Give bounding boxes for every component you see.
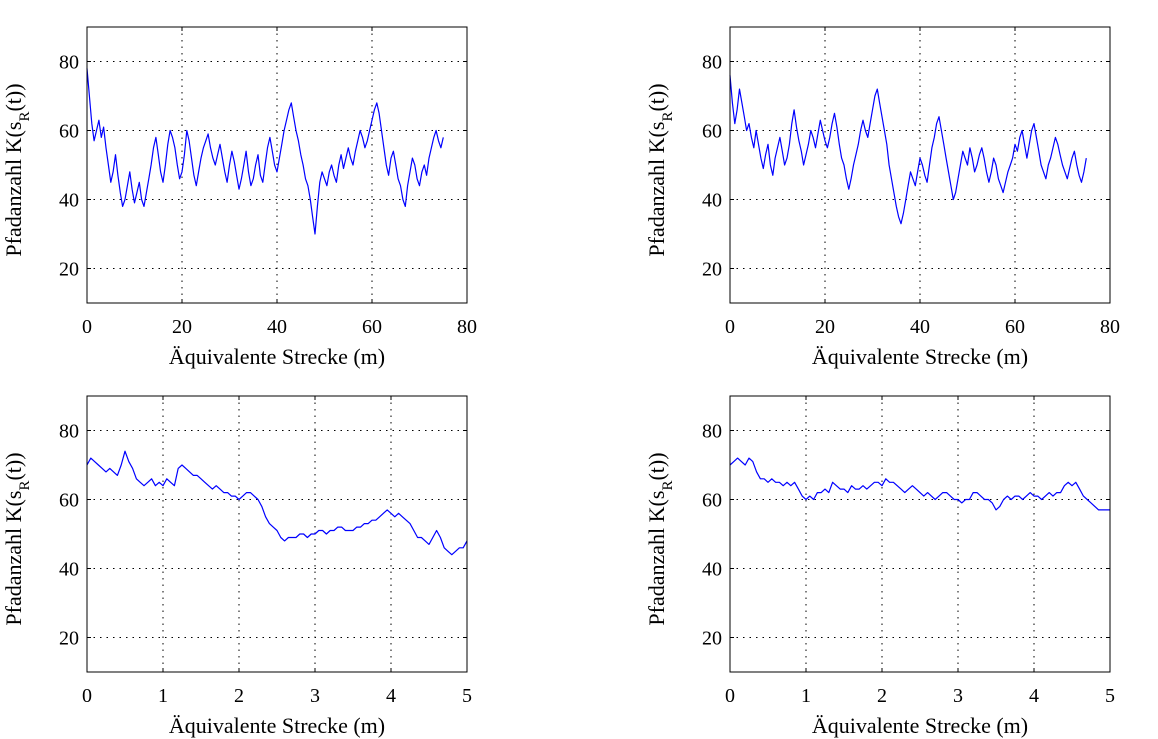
y-tick-label: 20	[59, 259, 79, 281]
data-line	[86, 68, 444, 235]
x-tick-label: 4	[1029, 685, 1039, 707]
y-axis-label-subscript: R	[17, 481, 33, 491]
x-tick-label: 80	[1100, 316, 1120, 338]
y-axis-label-subscript: R	[17, 112, 33, 122]
y-tick-label: 40	[59, 559, 79, 581]
y-tick-label: 20	[702, 259, 722, 281]
y-tick-label: 40	[59, 190, 79, 212]
y-tick-label: 60	[59, 490, 79, 512]
x-tick-label: 3	[953, 685, 963, 707]
y-axis-label: Pfadanzahl K(sR(t))	[644, 83, 676, 256]
y-axis-label-main: Pfadanzahl K(s	[1, 122, 26, 257]
chart-panel-top-left: 0 20 40 60 80 20 40 60 80 Äquivalente Strecke (m)…	[1, 26, 477, 369]
y-tick-label: 60	[702, 121, 722, 143]
x-tick-label: 2	[877, 685, 887, 707]
x-tick-label: 20	[172, 316, 192, 338]
y-axis-label-end: (t))	[644, 452, 669, 480]
chart-panel-top-right: 0 20 40 60 80 20 40 60 80 Äquivalente Strecke (m)…	[644, 26, 1120, 369]
y-axis-label: Pfadanzahl K(sR(t))	[1, 452, 33, 625]
x-tick-label: 60	[1005, 316, 1025, 338]
x-axis-label: Äquivalente Strecke (m)	[812, 344, 1028, 369]
y-axis-label-main: Pfadanzahl K(s	[644, 491, 669, 626]
x-tick-label: 5	[462, 685, 472, 707]
y-tick-label: 40	[702, 190, 722, 212]
y-axis-label-main: Pfadanzahl K(s	[644, 122, 669, 257]
x-tick-label: 40	[267, 316, 287, 338]
y-axis-label-end: (t))	[644, 83, 669, 111]
y-axis-label-end: (t))	[1, 452, 26, 480]
y-axis-label-subscript: R	[660, 481, 676, 491]
chart-panel-bottom-left: 0 1 2 3 4 5 20 40 60 80 Äquivalente Strecke (m) Pfa…	[1, 395, 472, 738]
y-axis-label: Pfadanzahl K(sR(t))	[644, 452, 676, 625]
y-tick-label: 60	[702, 490, 722, 512]
x-tick-label: 2	[234, 685, 244, 707]
x-tick-label: 0	[725, 316, 735, 338]
axes-box	[86, 395, 468, 673]
chart-panel-bottom-right: 0 1 2 3 4 5 20 40 60 80 Äquivalente Strecke (m) Pfa…	[644, 395, 1115, 738]
x-tick-label: 0	[725, 685, 735, 707]
x-tick-label: 4	[386, 685, 396, 707]
x-tick-label: 5	[1105, 685, 1115, 707]
y-tick-label: 40	[702, 559, 722, 581]
x-tick-label: 40	[910, 316, 930, 338]
data-line	[86, 450, 468, 556]
y-tick-label: 80	[702, 52, 722, 74]
y-tick-label: 80	[59, 421, 79, 443]
y-tick-label: 80	[59, 52, 79, 74]
x-tick-label: 80	[457, 316, 477, 338]
x-tick-label: 1	[158, 685, 168, 707]
x-tick-label: 3	[310, 685, 320, 707]
y-tick-label: 20	[702, 628, 722, 650]
y-tick-label: 80	[702, 421, 722, 443]
x-tick-label: 0	[82, 316, 92, 338]
x-axis-label: Äquivalente Strecke (m)	[169, 344, 385, 369]
y-axis-label-main: Pfadanzahl K(s	[1, 491, 26, 626]
x-axis-label: Äquivalente Strecke (m)	[169, 713, 385, 738]
y-axis-label-subscript: R	[660, 112, 676, 122]
y-axis-label-end: (t))	[1, 83, 26, 111]
data-line	[729, 75, 1087, 225]
x-axis-label: Äquivalente Strecke (m)	[812, 713, 1028, 738]
x-tick-label: 1	[801, 685, 811, 707]
x-tick-label: 20	[815, 316, 835, 338]
y-tick-label: 60	[59, 121, 79, 143]
x-tick-label: 0	[82, 685, 92, 707]
data-line	[729, 457, 1110, 511]
axes-box	[729, 395, 1111, 673]
y-axis-label: Pfadanzahl K(sR(t))	[1, 83, 33, 256]
y-tick-label: 20	[59, 628, 79, 650]
x-tick-label: 60	[362, 316, 382, 338]
